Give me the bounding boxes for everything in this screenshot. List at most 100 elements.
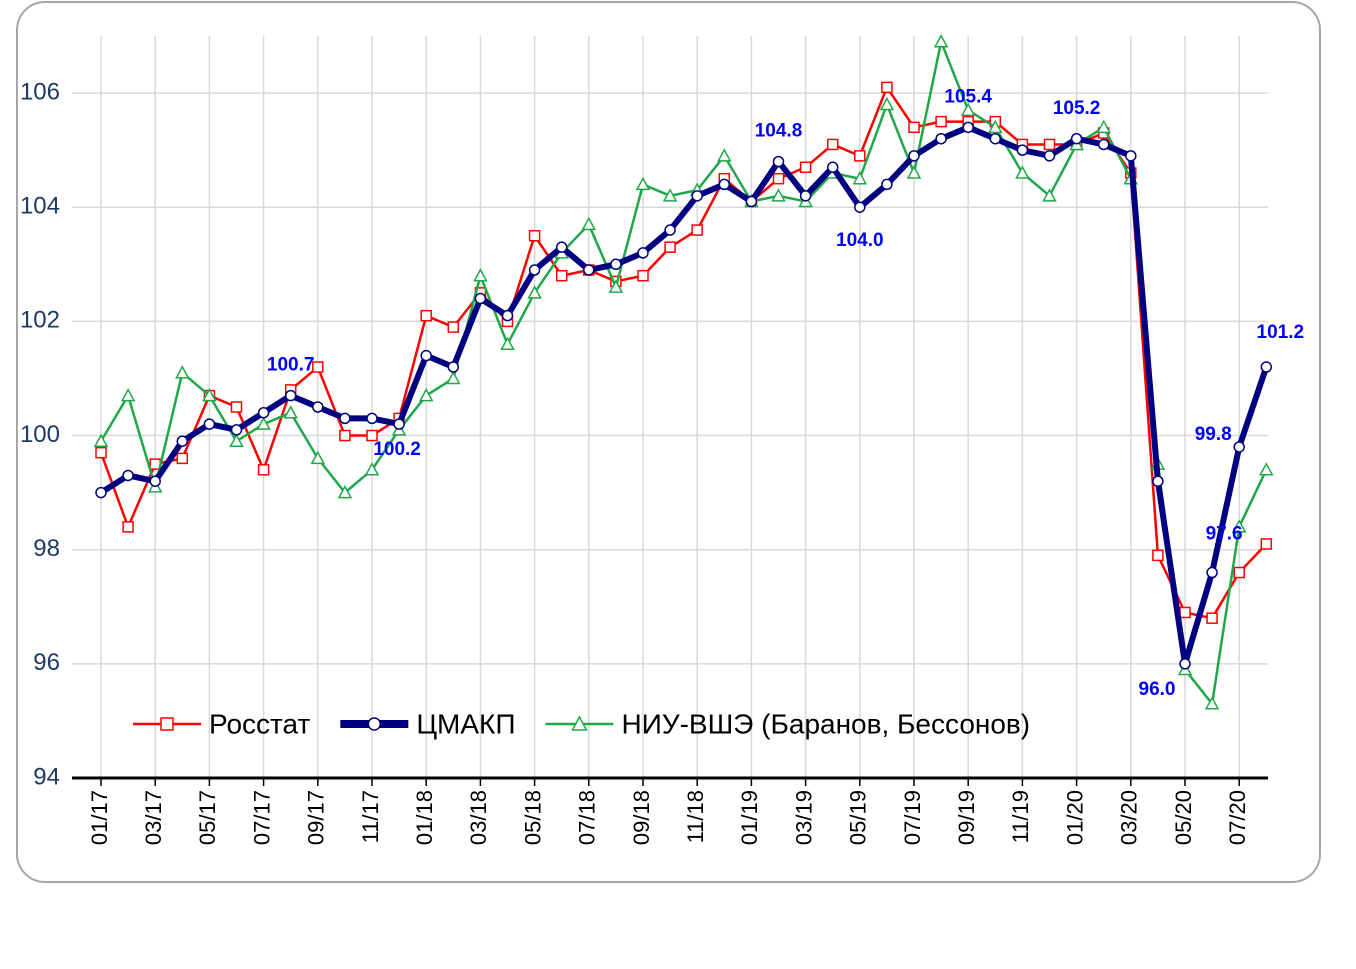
marker <box>149 475 161 487</box>
marker <box>528 230 541 242</box>
marker <box>772 155 785 168</box>
marker <box>1042 188 1057 202</box>
marker <box>257 406 270 419</box>
x-tick-label: 07/19 <box>900 790 925 845</box>
series-line <box>99 40 1268 706</box>
marker <box>366 429 378 442</box>
marker <box>312 361 324 373</box>
x-tick-label: 01/20 <box>1062 790 1087 845</box>
marker <box>717 148 732 162</box>
marker <box>1233 441 1245 453</box>
marker <box>176 452 189 465</box>
marker <box>283 405 298 419</box>
marker <box>501 309 514 322</box>
marker <box>608 279 624 293</box>
marker <box>230 401 243 413</box>
marker <box>337 485 353 499</box>
x-tick-label: 05/20 <box>1171 790 1196 845</box>
marker <box>202 388 217 402</box>
x-tick-label: 07/20 <box>1225 790 1250 845</box>
y-tick-label: 106 <box>20 78 60 105</box>
marker <box>1097 138 1110 151</box>
y-tick-label: 96 <box>33 649 60 676</box>
marker <box>908 150 920 162</box>
marker <box>1179 606 1191 619</box>
marker <box>826 161 839 174</box>
x-tick-label: 11/18 <box>683 790 708 843</box>
data-label: 105.4 <box>944 86 992 107</box>
marker <box>1043 138 1056 151</box>
marker <box>447 361 460 373</box>
marker <box>473 268 488 282</box>
marker <box>1152 549 1164 562</box>
data-label: 97.6 <box>1206 524 1243 545</box>
x-tick-label: 03/18 <box>466 790 491 845</box>
marker <box>1260 361 1273 373</box>
y-tick-label: 98 <box>33 535 60 562</box>
marker <box>1152 475 1164 487</box>
x-tick-label: 03/17 <box>141 790 166 845</box>
data-label: 100.7 <box>267 355 315 376</box>
data-label: 101.2 <box>1257 322 1305 343</box>
marker <box>1233 566 1245 579</box>
marker <box>1260 538 1273 550</box>
marker <box>637 247 649 259</box>
marker <box>1096 119 1111 134</box>
marker <box>691 190 703 202</box>
legend-label: НИУ-ВШЭ (Баранов, Бессонов) <box>621 708 1030 739</box>
marker <box>339 429 351 442</box>
marker <box>1231 519 1247 533</box>
y-tick-label: 104 <box>20 193 60 220</box>
marker <box>1204 696 1220 710</box>
marker <box>229 433 244 447</box>
marker <box>122 521 134 533</box>
marker <box>257 464 270 476</box>
marker <box>881 81 893 94</box>
marker <box>527 285 542 299</box>
x-tick-label: 01/17 <box>87 790 112 845</box>
marker <box>364 462 380 476</box>
x-tick-label: 11/19 <box>1008 790 1033 843</box>
marker <box>799 190 812 202</box>
marker <box>1015 165 1030 179</box>
marker <box>852 171 868 185</box>
marker <box>160 717 174 731</box>
marker <box>367 717 382 731</box>
x-tick-label: 09/19 <box>954 790 979 845</box>
marker <box>310 450 326 465</box>
x-tick-label: 03/20 <box>1117 790 1142 845</box>
marker <box>500 336 515 350</box>
marker <box>284 389 297 402</box>
marker <box>339 412 351 425</box>
marker <box>446 370 461 385</box>
marker <box>854 150 866 162</box>
x-tick-label: 03/19 <box>791 790 816 845</box>
marker <box>906 165 922 179</box>
marker <box>935 115 947 128</box>
y-tick-label: 102 <box>20 307 60 334</box>
marker <box>95 486 107 499</box>
marker <box>1016 144 1029 156</box>
marker <box>988 119 1003 134</box>
legend-label: Росстат <box>209 708 310 739</box>
marker <box>555 269 568 282</box>
x-tick-label: 05/19 <box>846 790 871 845</box>
y-tick-label: 100 <box>20 421 60 448</box>
marker <box>420 309 432 322</box>
marker <box>962 121 974 134</box>
marker <box>418 388 434 402</box>
marker <box>772 172 785 185</box>
data-label: 104.8 <box>755 121 803 142</box>
marker <box>366 412 378 425</box>
data-label: 104.0 <box>836 230 884 251</box>
marker <box>555 241 568 253</box>
marker <box>420 349 432 362</box>
chart-frame <box>16 1 1321 883</box>
marker <box>908 121 920 134</box>
marker <box>175 365 190 379</box>
y-tick-label: 94 <box>33 763 60 790</box>
marker <box>1206 566 1218 579</box>
marker <box>95 446 107 459</box>
x-tick-label: 05/18 <box>520 790 545 845</box>
